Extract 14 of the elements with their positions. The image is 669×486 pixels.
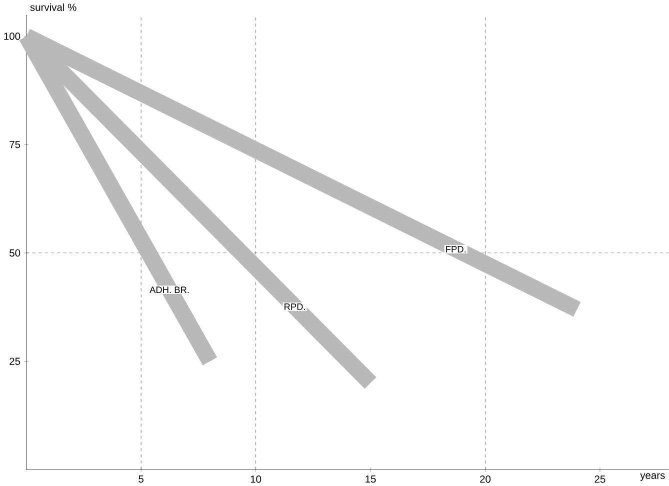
series-label: RPD.: [284, 303, 305, 310]
x-tick-label: 25: [594, 475, 606, 483]
y-tick-label: 25: [10, 358, 20, 365]
x-tick-label: 5: [138, 475, 144, 483]
y-tick-label: 75: [10, 140, 20, 148]
x-axis-title: years: [640, 473, 665, 481]
x-tick-label: 10: [250, 475, 262, 483]
x-tick-label: 20: [480, 475, 491, 483]
x-tick-label: 15: [366, 475, 376, 483]
y-axis-title: survival %: [30, 3, 76, 11]
series-label: FPD.: [446, 246, 466, 252]
series-label: ADH. BR.: [150, 286, 189, 293]
y-tick-label: 50: [10, 249, 20, 257]
y-tick-label: 100: [4, 32, 20, 40]
